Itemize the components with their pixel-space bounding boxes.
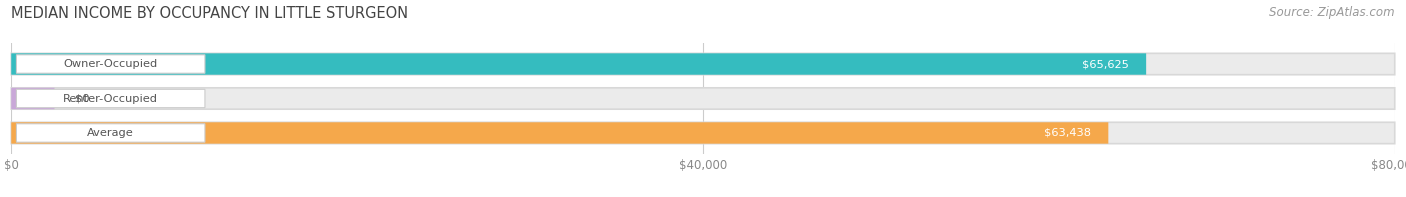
Text: Renter-Occupied: Renter-Occupied [63,94,159,103]
Text: Owner-Occupied: Owner-Occupied [63,59,157,69]
FancyBboxPatch shape [11,53,1395,75]
FancyBboxPatch shape [17,55,205,73]
Text: MEDIAN INCOME BY OCCUPANCY IN LITTLE STURGEON: MEDIAN INCOME BY OCCUPANCY IN LITTLE STU… [11,6,408,21]
Text: Average: Average [87,128,134,138]
Text: $63,438: $63,438 [1045,128,1091,138]
FancyBboxPatch shape [11,53,1146,75]
Text: $65,625: $65,625 [1083,59,1129,69]
FancyBboxPatch shape [17,124,205,142]
FancyBboxPatch shape [17,89,205,108]
FancyBboxPatch shape [11,122,1395,144]
FancyBboxPatch shape [11,88,55,109]
Text: Source: ZipAtlas.com: Source: ZipAtlas.com [1270,6,1395,19]
Text: $0: $0 [76,94,90,103]
FancyBboxPatch shape [11,122,1108,144]
FancyBboxPatch shape [11,88,1395,109]
